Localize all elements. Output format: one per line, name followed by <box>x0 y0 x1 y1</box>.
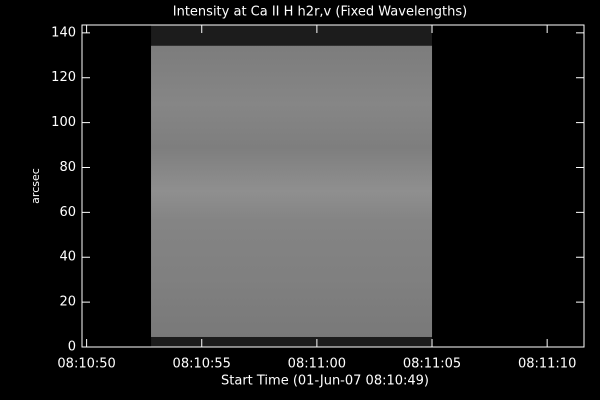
x-tick-label: 08:11:00 <box>288 357 346 372</box>
y-tick-label: 100 <box>51 115 76 130</box>
y-tick-label: 80 <box>59 160 76 175</box>
x-tick-label: 08:10:55 <box>173 357 231 372</box>
x-axis-label: Start Time (01-Jun-07 08:10:49) <box>221 374 429 389</box>
y-tick-label: 40 <box>59 250 76 265</box>
y-tick-label: 120 <box>51 70 76 85</box>
y-tick-label: 20 <box>59 295 76 310</box>
plot-frame <box>81 24 585 348</box>
y-axis-label: arcsec <box>29 168 42 204</box>
y-tick-label: 140 <box>51 25 76 40</box>
image-texture <box>151 45 433 337</box>
x-tick-label: 08:11:05 <box>403 357 461 372</box>
y-tick-label: 0 <box>68 340 76 355</box>
plot-layer: 0 20 40 60 80 100 120 140 08:10:50 08:10:55 08:11:… <box>51 24 585 372</box>
x-tick-label: 08:11:10 <box>518 357 576 372</box>
chart-title: Intensity at Ca II H h2r,v (Fixed Wavele… <box>173 5 467 20</box>
y-tick-label: 60 <box>59 205 76 220</box>
x-tick-label: 08:10:50 <box>57 357 115 372</box>
